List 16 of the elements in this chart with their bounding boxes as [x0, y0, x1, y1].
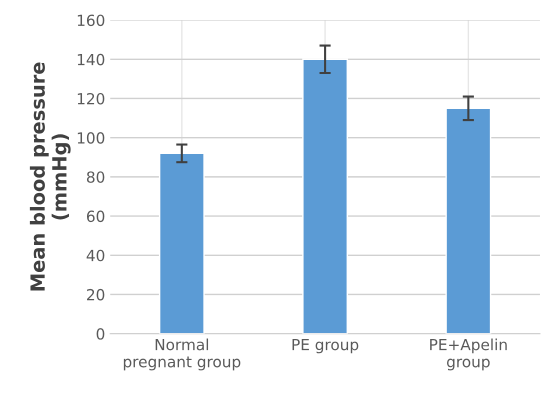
y-tick-label: 40: [86, 250, 104, 262]
y-tick-label: 140: [78, 54, 104, 66]
bar: [302, 58, 348, 334]
y-tick-label: 160: [78, 14, 104, 26]
y-tick-label: 20: [87, 288, 104, 300]
bar: [158, 152, 205, 334]
bar: [445, 108, 492, 334]
y-tick-label: 80: [86, 171, 104, 183]
y-tick-label: 0: [96, 328, 104, 340]
x-tick-label: PE+Apelin group: [430, 338, 507, 370]
y-tick-label: 100: [78, 132, 104, 144]
x-tick-label: PE group: [292, 338, 358, 354]
y-tick-label: 60: [86, 210, 104, 222]
x-tick-label: Normal pregnant group: [124, 338, 240, 370]
y-axis-title: Mean blood pressure (mmHg): [30, 62, 71, 290]
y-tick-label: 120: [78, 92, 104, 105]
